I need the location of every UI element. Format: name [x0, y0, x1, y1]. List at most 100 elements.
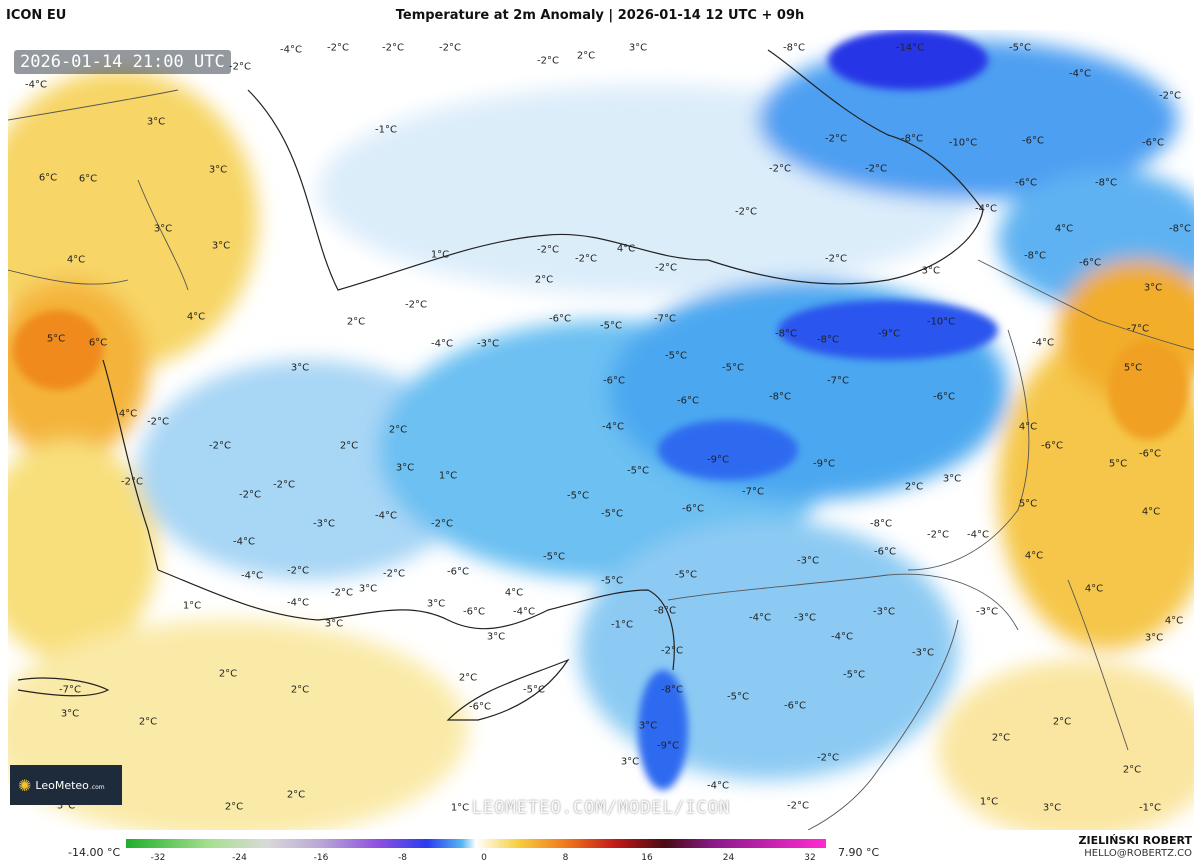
temperature-label: -5°C: [567, 490, 589, 502]
temperature-label: -7°C: [1127, 323, 1149, 335]
temperature-label: -6°C: [549, 313, 571, 325]
temperature-label: 4°C: [1141, 506, 1161, 518]
temperature-label: -6°C: [1079, 257, 1101, 269]
temperature-label: 4°C: [66, 254, 86, 266]
temperature-label: -7°C: [654, 313, 676, 325]
temperature-label: 4°C: [504, 587, 524, 599]
temperature-label: -4°C: [831, 631, 853, 643]
temperature-label: -8°C: [654, 605, 676, 617]
temperature-label: -9°C: [813, 458, 835, 470]
cold-core-levant: [638, 670, 688, 790]
temperature-label: -2°C: [331, 587, 353, 599]
temperature-label: 5°C: [1108, 458, 1128, 470]
temperature-label: 2°C: [346, 316, 366, 328]
temperature-label: 3°C: [146, 116, 166, 128]
temperature-label: -2°C: [769, 163, 791, 175]
temperature-label: -3°C: [912, 647, 934, 659]
temperature-label: 2°C: [218, 668, 238, 680]
aegean-warm-field: [8, 440, 158, 660]
temperature-label: 4°C: [1054, 223, 1074, 235]
temperature-label: 3°C: [620, 756, 640, 768]
temperature-label: -6°C: [447, 566, 469, 578]
temperature-label: 3°C: [486, 631, 506, 643]
temperature-label: -6°C: [469, 701, 491, 713]
temperature-label: -4°C: [707, 780, 729, 792]
turkey-west-coast: [102, 359, 159, 571]
colorbar-tick: 24: [722, 853, 735, 863]
temperature-label: 6°C: [38, 172, 58, 184]
temperature-label: -2°C: [229, 61, 251, 73]
temperature-label: -2°C: [1159, 90, 1181, 102]
temperature-label: -9°C: [657, 740, 679, 752]
temperature-label: -6°C: [677, 395, 699, 407]
temperature-label: -5°C: [722, 362, 744, 374]
logo-text: LeoMeteo: [35, 778, 89, 792]
temperature-label: -4°C: [975, 203, 997, 215]
temperature-label: 2°C: [576, 50, 596, 62]
temperature-label: 2°C: [904, 481, 924, 493]
temperature-label: -8°C: [1169, 223, 1191, 235]
temperature-label: -7°C: [742, 486, 764, 498]
border-balkans: [8, 89, 189, 291]
colorbar-tick: -32: [150, 853, 166, 863]
map-title: Temperature at 2m Anomaly | 2026-01-14 1…: [395, 8, 805, 23]
temperature-label: -2°C: [537, 244, 559, 256]
watermark-url: LEOMETEO.COM/MODEL/ICON: [471, 798, 731, 818]
temperature-label: -5°C: [675, 569, 697, 581]
temperature-label: -2°C: [865, 163, 887, 175]
colorbar-tick: -24: [232, 853, 247, 863]
temperature-label: 2°C: [534, 274, 554, 286]
temperature-label: -4°C: [602, 421, 624, 433]
temperature-label: -8°C: [769, 391, 791, 403]
temperature-label: -8°C: [1095, 177, 1117, 189]
temperature-label: -4°C: [1032, 337, 1054, 349]
temperature-label: -5°C: [601, 575, 623, 587]
temperature-label: -2°C: [382, 42, 404, 54]
colorbar-tick: 16: [641, 853, 653, 863]
logo-domain: .com: [89, 783, 105, 791]
temperature-label: -2°C: [735, 206, 757, 218]
black-sea-coast: [247, 49, 984, 291]
temperature-label: 4°C: [1164, 615, 1184, 627]
temperature-label: -8°C: [870, 518, 892, 530]
temperature-label: 3°C: [358, 583, 378, 595]
temperature-label: -7°C: [59, 684, 81, 696]
crete: [17, 677, 110, 697]
temperature-label: -6°C: [682, 503, 704, 515]
footer: -14.00 °C -32 -24 -16 -8 0 8 16 24 32 7.90: [0, 830, 1200, 863]
temperature-label: -6°C: [1041, 440, 1063, 452]
temperature-label: -2°C: [147, 416, 169, 428]
temperature-label: -4°C: [749, 612, 771, 624]
borders: [8, 89, 1194, 830]
colorbar-tick: 8: [562, 853, 569, 863]
temperature-label: -8°C: [901, 133, 923, 145]
temperature-label: -2°C: [655, 262, 677, 274]
temperature-label: 3°C: [290, 362, 310, 374]
temperature-label: 2°C: [286, 789, 306, 801]
temperature-label: 1°C: [182, 600, 202, 612]
temperature-label: 3°C: [426, 598, 446, 610]
cold-core-north: [828, 30, 988, 90]
temperature-label: -4°C: [233, 536, 255, 548]
temperature-label: -2°C: [239, 489, 261, 501]
anomaly-map: 2026-01-14 21:00 UTC -4°C -2°C -4°C -2°C -2°…: [8, 30, 1194, 830]
temperature-label: -4°C: [287, 597, 309, 609]
temperature-label: -7°C: [827, 375, 849, 387]
temperature-label: 1°C: [430, 249, 450, 261]
temperature-label: -2°C: [661, 645, 683, 657]
temperature-label: 2°C: [1122, 764, 1142, 776]
temperature-label: -6°C: [1142, 137, 1164, 149]
model-name: ICON EU: [6, 8, 67, 23]
temperature-label: 2°C: [1052, 716, 1072, 728]
temperature-label: -3°C: [918, 265, 940, 277]
southeast-warm-field: [938, 660, 1194, 830]
temperature-field: [8, 40, 1194, 830]
colorbar-fill: [126, 839, 826, 848]
temperature-label: -6°C: [463, 606, 485, 618]
colorbar-tick: 32: [804, 853, 816, 863]
temperature-label: -3°C: [313, 518, 335, 530]
border-iraq-iran: [1067, 579, 1129, 751]
temperature-label: -6°C: [1022, 135, 1044, 147]
temperature-label: -2°C: [273, 479, 295, 491]
temperature-label: 2°C: [991, 732, 1011, 744]
